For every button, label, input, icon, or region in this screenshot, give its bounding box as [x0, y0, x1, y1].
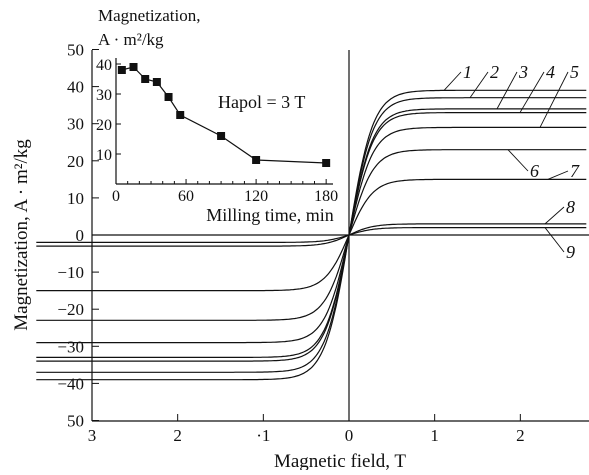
main-y-tick-label: −40	[57, 374, 84, 393]
series-label-1: 1	[463, 62, 472, 82]
inset-point	[176, 111, 185, 119]
inset-points	[117, 63, 331, 167]
series-curve-4	[36, 112, 587, 358]
main-x-tick-label: 0	[345, 426, 354, 445]
series-leader-6	[507, 149, 529, 172]
inset-x-tick-label: 120	[244, 188, 268, 205]
main-y-tick-label: −20	[57, 300, 84, 319]
inset-y-tick-label: 10	[96, 147, 112, 164]
inset-ticks: 10 20 30 40 0 60 120 180	[96, 57, 338, 205]
main-x-axis-label: Magnetic field, T	[274, 451, 406, 470]
inset-point	[252, 156, 261, 164]
series-leader-1	[443, 71, 462, 91]
series-label-3: 3	[518, 62, 528, 82]
inset-y-tick-label: 40	[96, 57, 112, 74]
series-label-4: 4	[546, 62, 555, 82]
inset-title: Magnetization,	[98, 6, 200, 25]
main-series-labels: 1 2 3 4 5 6 7 8 9	[443, 62, 580, 262]
main-y-tick-label: 40	[67, 78, 84, 97]
series-leader-2	[469, 71, 489, 98]
main-x-tick-label: 2	[173, 426, 182, 445]
series-curve-5	[36, 126, 587, 344]
inset-series-line	[121, 66, 327, 164]
inset-x-axis-label: Milling time, min	[206, 205, 334, 225]
inset-point	[164, 93, 173, 101]
inset-x-tick-label: 60	[178, 188, 194, 205]
series-curve-2	[36, 97, 587, 373]
series-curve-8	[36, 223, 587, 247]
series-leader-7	[547, 170, 569, 180]
inset-unit-label: A · m²/kg	[98, 30, 164, 49]
series-leader-4	[519, 71, 545, 113]
main-x-tick-label: ·1	[256, 426, 270, 445]
series-leader-9	[544, 227, 565, 253]
main-curves	[36, 89, 587, 381]
inset-point	[152, 78, 161, 86]
main-y-axis-label: Magnetization, A · m²/kg	[11, 139, 32, 331]
main-y-tick-label: −30	[57, 337, 84, 356]
series-curve-6	[36, 149, 587, 321]
main-y-tick-label: 20	[67, 152, 84, 171]
inset-x-tick-label: 0	[112, 188, 120, 205]
main-x-tick-label: 3	[88, 426, 97, 445]
inset-y-tick-label: 20	[96, 117, 112, 134]
main-x-tick-label: 2	[516, 426, 525, 445]
series-curve-1	[36, 89, 587, 381]
series-label-8: 8	[566, 197, 575, 217]
inset-point	[129, 63, 138, 71]
main-y-tick-label: −10	[57, 263, 84, 282]
main-y-tick-label: 50	[67, 41, 84, 60]
series-label-9: 9	[566, 242, 575, 262]
main-y-tick-label: 0	[76, 226, 85, 245]
series-label-2: 2	[490, 62, 499, 82]
series-leader-8	[544, 206, 565, 225]
series-leader-3	[496, 71, 518, 110]
inset-chart: 10 20 30 40 0 60 120 180 Magnetization, A · m²/…	[96, 6, 338, 225]
main-y-tick-label: 30	[67, 115, 84, 134]
main-y-tick-label: 50	[67, 412, 84, 431]
inset-point	[217, 132, 226, 140]
inset-point	[117, 66, 126, 74]
inset-point	[322, 159, 331, 167]
series-curve-3	[36, 108, 587, 362]
series-label-5: 5	[570, 62, 579, 82]
series-leader-5	[539, 71, 569, 128]
inset-y-tick-label: 30	[96, 87, 112, 104]
series-label-7: 7	[570, 161, 580, 181]
series-curve-9	[36, 227, 587, 243]
inset-annotation: Hapol = 3 T	[218, 92, 305, 112]
series-curve-7	[36, 178, 587, 292]
main-y-tick-label: 10	[67, 189, 84, 208]
series-label-6: 6	[530, 161, 539, 181]
inset-x-tick-label: 180	[314, 188, 338, 205]
main-x-tick-label: 1	[430, 426, 439, 445]
inset-point	[141, 75, 150, 83]
